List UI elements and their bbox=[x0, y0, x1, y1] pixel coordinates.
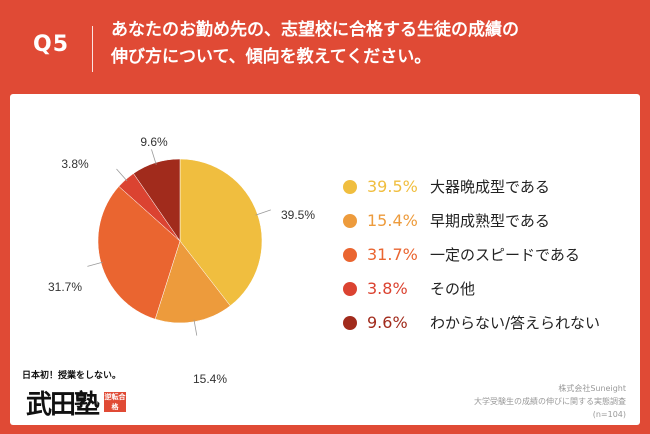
brand-logo: 日本初！授業をしない。 武田塾 逆転合格 bbox=[22, 362, 132, 422]
logo-name: 武田塾 bbox=[26, 390, 100, 420]
chart-card: 39.5% 15.4% 31.7% 3.8% 9.6% 39.5% 大器晩成型である 15.… bbox=[10, 94, 640, 425]
pie-chart: 39.5% 15.4% 31.7% 3.8% 9.6% bbox=[48, 135, 315, 386]
source-sample: (n=104) bbox=[592, 410, 626, 419]
legend-percent: 9.6% bbox=[367, 313, 408, 332]
header-divider bbox=[92, 26, 93, 72]
logo-tagline: 日本初！授業をしない。 bbox=[22, 371, 122, 381]
pie-data-label: 9.6% bbox=[140, 135, 168, 149]
legend-dot-icon bbox=[343, 316, 357, 330]
legend-dot-icon bbox=[343, 180, 357, 194]
logo-stamp: 逆転合格 bbox=[104, 392, 126, 412]
legend-percent: 31.7% bbox=[367, 245, 418, 264]
legend-label: 早期成熟型である bbox=[430, 212, 550, 230]
legend-dot-icon bbox=[343, 282, 357, 296]
legend-percent: 15.4% bbox=[367, 211, 418, 230]
source-survey: 大学受験生の成績の伸びに関する実態調査 bbox=[474, 397, 626, 406]
legend-label: 大器晩成型である bbox=[430, 178, 550, 196]
legend-dot-icon bbox=[343, 214, 357, 228]
question-title-line-1: あなたのお勤め先の、志望校に合格する生徒の成績の bbox=[111, 20, 519, 40]
pie-data-label: 31.7% bbox=[48, 280, 82, 294]
header: Q5 あなたのお勤め先の、志望校に合格する生徒の成績の 伸び方について、傾向を教… bbox=[0, 0, 650, 90]
pie-data-label: 39.5% bbox=[281, 208, 315, 222]
pie-leader-line bbox=[151, 149, 157, 165]
pie-leader-line bbox=[193, 319, 198, 336]
source-company: 株式会社Suneight bbox=[558, 384, 626, 393]
pie-leader-line bbox=[116, 168, 128, 182]
survey-source: 株式会社Suneight 大学受験生の成績の伸びに関する実態調査 (n=104) bbox=[474, 382, 626, 421]
legend-percent: 3.8% bbox=[367, 279, 408, 298]
question-number: Q5 bbox=[33, 32, 70, 57]
question-title: あなたのお勤め先の、志望校に合格する生徒の成績の 伸び方について、傾向を教えてく… bbox=[111, 17, 611, 71]
pie-leader-line bbox=[87, 261, 103, 267]
legend-label: 一定のスピードである bbox=[430, 246, 580, 264]
legend-label: わからない/答えられない bbox=[430, 314, 601, 332]
question-title-line-2: 伸び方について、傾向を教えてください。 bbox=[111, 47, 432, 67]
legend-label: その他 bbox=[430, 280, 476, 298]
pie-data-label: 3.8% bbox=[61, 157, 89, 171]
pie-leader-line bbox=[255, 209, 271, 216]
legend-percent: 39.5% bbox=[367, 177, 418, 196]
legend-dot-icon bbox=[343, 248, 357, 262]
pie-data-label: 15.4% bbox=[193, 372, 227, 386]
